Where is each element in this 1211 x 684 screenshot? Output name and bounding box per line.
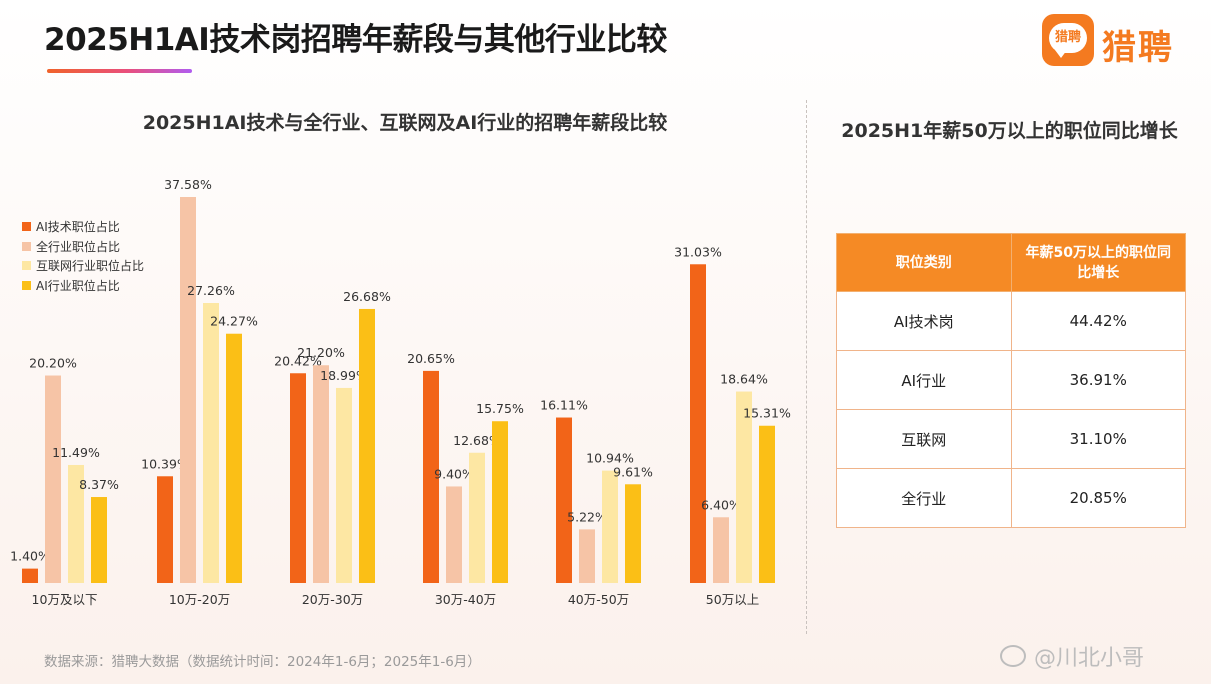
watermark: @川北小哥: [1000, 640, 1144, 672]
bar: [22, 568, 38, 583]
table-cell-growth: 20.85%: [1010, 468, 1186, 528]
data-label: 8.37%: [79, 477, 119, 492]
page-title: 2025H1AI技术岗招聘年薪段与其他行业比较: [44, 22, 667, 58]
table-cell-category: AI技术岗: [836, 291, 1012, 351]
data-label: 10.39%: [141, 456, 189, 471]
legend-label: AI行业职位占比: [36, 278, 120, 293]
legend-item: AI行业职位占比: [22, 276, 144, 296]
bar: [68, 464, 84, 583]
data-label: 20.42%: [274, 353, 322, 368]
data-label: 15.75%: [476, 401, 524, 416]
data-label: 5.22%: [567, 509, 607, 524]
data-label: 11.49%: [52, 445, 100, 460]
weibo-icon: [1000, 645, 1026, 667]
data-label: 24.27%: [210, 314, 258, 329]
data-label: 26.68%: [343, 289, 391, 304]
chart-legend: AI技术职位占比 全行业职位占比互联网行业职位占比 AI行业职位占比: [22, 217, 144, 295]
x-tick-label: 40万-50万: [568, 592, 629, 607]
x-tick-label: 50万以上: [706, 592, 759, 607]
table-cell-growth: 44.42%: [1010, 291, 1186, 351]
title-underline: [47, 69, 192, 73]
data-label: 6.40%: [701, 497, 741, 512]
table-cell-growth: 36.91%: [1010, 350, 1186, 410]
bar: [446, 486, 462, 583]
table-row: 全行业 20.85%: [836, 468, 1186, 528]
data-label: 27.26%: [187, 283, 235, 298]
legend-swatch: [22, 280, 31, 290]
data-label: 1.40%: [10, 549, 50, 564]
liepin-logo: 猎聘 猎聘: [1042, 14, 1192, 68]
bar: [469, 452, 485, 583]
data-source-note: 数据来源：猎聘大数据（数据统计时间：2024年1-6月；2025年1-6月）: [44, 654, 481, 670]
bar: [336, 387, 352, 583]
bar: [157, 476, 173, 583]
logo-badge-icon: 猎聘: [1042, 14, 1094, 66]
bar: [713, 517, 729, 583]
table-row: AI技术岗 44.42%: [836, 291, 1186, 351]
bar: [602, 470, 618, 583]
data-label: 37.58%: [164, 177, 212, 192]
legend-item: 全行业职位占比: [22, 237, 144, 257]
table-row: AI行业 36.91%: [836, 350, 1186, 410]
table-header-growth: 年薪50万以上的职位同比增长: [1010, 233, 1186, 292]
bar: [625, 484, 641, 583]
data-label: 20.65%: [407, 351, 455, 366]
bar: [556, 417, 572, 583]
data-label: 12.68%: [453, 433, 501, 448]
legend-swatch: [22, 261, 31, 271]
table-header-row: 职位类别 年薪50万以上的职位同比增长: [836, 233, 1186, 292]
data-label: 18.64%: [720, 372, 768, 387]
bar: [492, 421, 508, 583]
table-cell-growth: 31.10%: [1010, 409, 1186, 469]
table-cell-category: 互联网: [836, 409, 1012, 469]
bar: [91, 497, 107, 583]
x-tick-label: 30万-40万: [435, 592, 496, 607]
data-label: 9.40%: [434, 466, 474, 481]
bar: [226, 333, 242, 583]
data-label: 9.61%: [613, 464, 653, 479]
table-header-growth-text: 年薪50万以上的职位同比增长: [1025, 244, 1171, 281]
bar: [423, 370, 439, 583]
x-tick-label: 20万-30万: [302, 592, 363, 607]
bar: [203, 303, 219, 583]
bar: [759, 425, 775, 583]
table-header-category: 职位类别: [836, 233, 1012, 292]
bar-chart: 1.40% 20.20% 11.49% 8.37% 10万及以下 10.39% 37.58%…: [10, 177, 791, 607]
legend-label: 全行业职位占比: [36, 239, 121, 254]
table-cell-category: AI行业: [836, 350, 1012, 410]
bar: [736, 391, 752, 583]
x-tick-label: 10万及以下: [32, 592, 98, 607]
data-label: 20.20%: [29, 356, 77, 371]
legend-label: 互联网行业职位占比: [36, 259, 145, 274]
data-label: 10.94%: [586, 451, 634, 466]
bar: [290, 373, 306, 583]
bar: [180, 197, 196, 583]
bar: [313, 365, 329, 583]
legend-swatch: [22, 241, 31, 251]
legend-label: AI技术职位占比: [36, 220, 120, 235]
table-cell-category: 全行业: [836, 468, 1012, 528]
watermark-text: @川北小哥: [1034, 646, 1145, 671]
legend-item: 互联网行业职位占比: [22, 256, 144, 276]
logo-badge-text: 猎聘: [1049, 23, 1087, 53]
data-label: 15.31%: [743, 406, 791, 421]
legend-item: AI技术职位占比: [22, 217, 144, 237]
data-label: 18.99%: [320, 368, 368, 383]
bar: [45, 375, 61, 583]
logo-text: 猎聘: [1102, 28, 1174, 68]
legend-swatch: [22, 222, 31, 232]
data-label: 16.11%: [540, 398, 588, 413]
data-label: 21.20%: [297, 345, 345, 360]
bar: [359, 308, 375, 583]
bar: [690, 264, 706, 583]
table-row: 互联网 31.10%: [836, 409, 1186, 469]
x-tick-label: 10万-20万: [169, 592, 230, 607]
growth-table: 职位类别 年薪50万以上的职位同比增长 AI技术岗 44.42% AI行业 36…: [836, 233, 1186, 528]
bar: [579, 529, 595, 583]
data-label: 31.03%: [674, 244, 722, 259]
section-divider: [806, 100, 807, 634]
table-title: 2025H1年薪50万以上的职位同比增长: [841, 120, 1178, 142]
chart-title: 2025H1AI技术与全行业、互联网及AI行业的招聘年薪段比较: [142, 112, 668, 134]
